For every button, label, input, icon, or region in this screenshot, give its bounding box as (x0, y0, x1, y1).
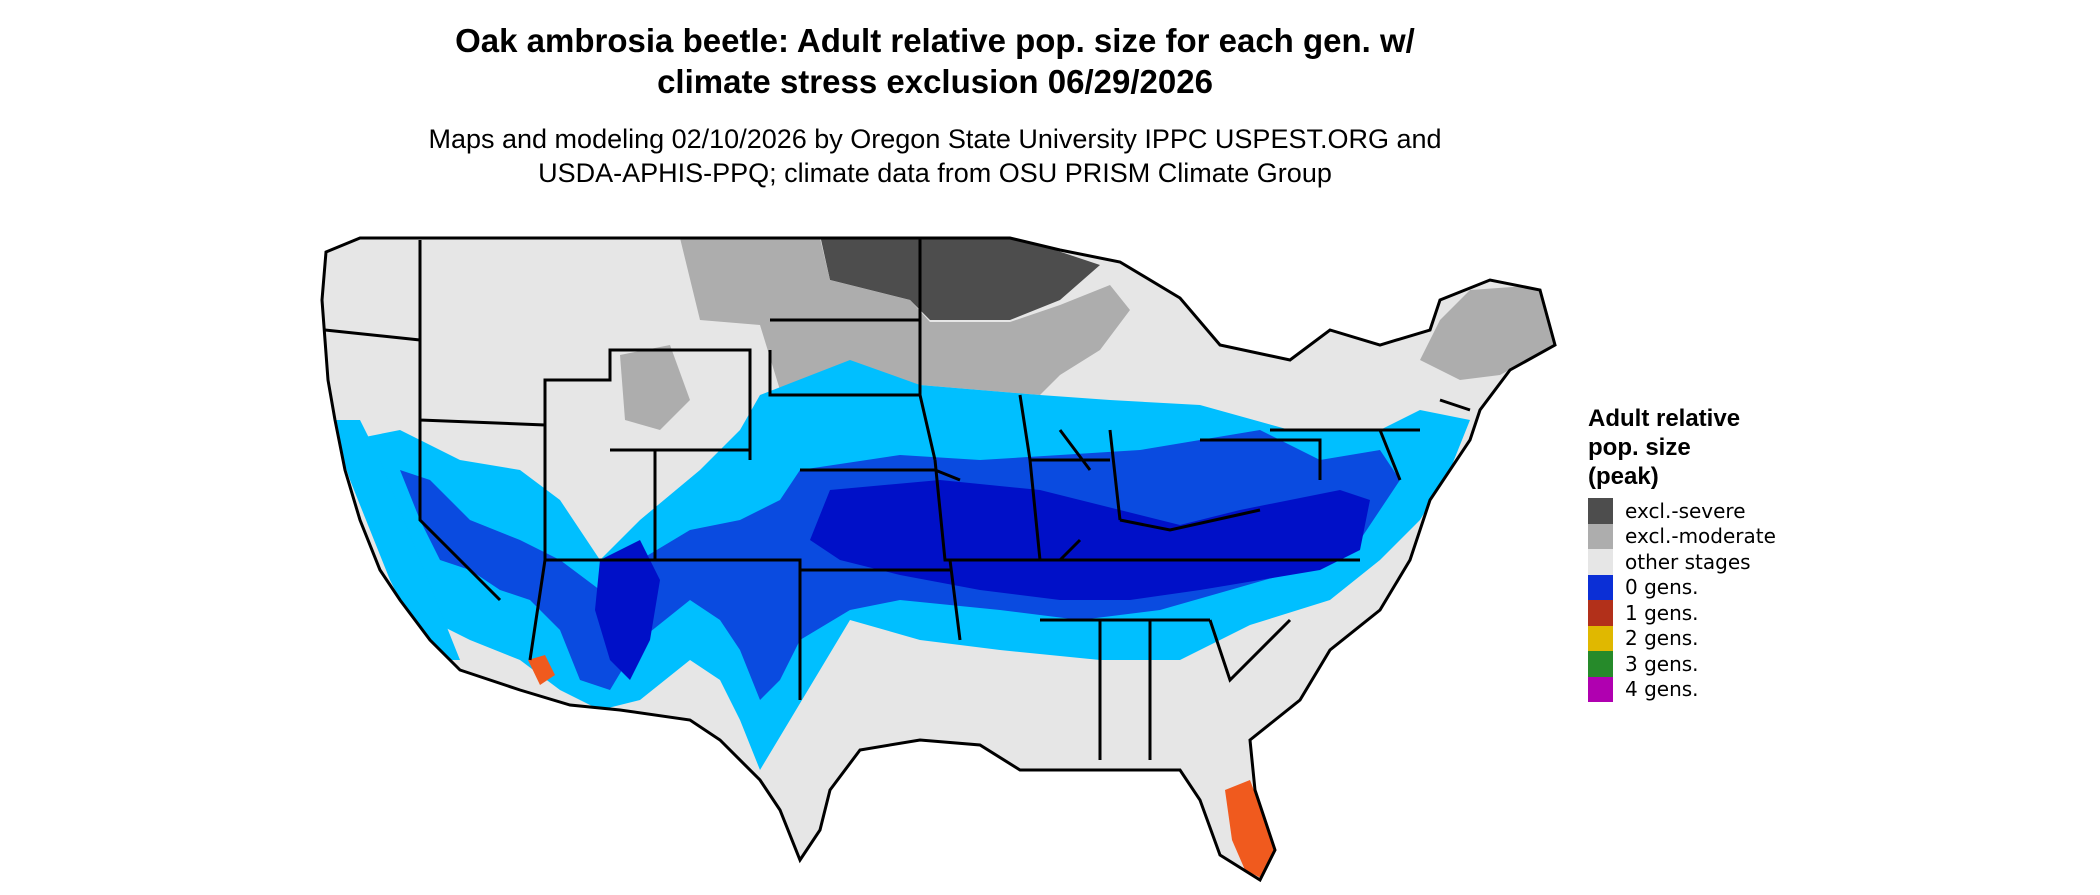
map-subtitle-line-2: USDA-APHIS-PPQ; climate data from OSU PR… (538, 158, 1332, 188)
map-title-line-1: Oak ambrosia beetle: Adult relative pop.… (455, 22, 1415, 59)
legend-item: 2 gens. (1588, 625, 1776, 651)
region-1-gen-florida (1225, 780, 1275, 880)
legend-item: other stages (1588, 549, 1776, 575)
legend-title-line-2: pop. size (1588, 434, 1691, 461)
legend-label: 3 gens. (1625, 651, 1699, 676)
region-dark-blue-southwest (595, 540, 660, 680)
border-lines-west (324, 238, 962, 700)
legend-item: 3 gens. (1588, 651, 1776, 677)
legend-label: 2 gens. (1625, 626, 1699, 651)
map-title-line-2: climate stress exclusion 06/29/2026 (657, 63, 1213, 100)
legend-swatch (1588, 498, 1613, 524)
region-1-gen-texas (840, 780, 910, 860)
legend-item: 4 gens. (1588, 676, 1776, 702)
region-excl-moderate-north (680, 238, 1130, 395)
legend-item: 1 gens. (1588, 600, 1776, 626)
legend-label: other stages (1625, 549, 1751, 574)
legend-swatch (1588, 600, 1613, 626)
border-lines-east (933, 394, 1471, 760)
map-fill-layer (322, 238, 1555, 880)
legend-title-line-1: Adult relative (1588, 405, 1741, 432)
legend-swatch (1588, 523, 1613, 549)
map-subtitle: Maps and modeling 02/10/2026 by Oregon S… (0, 122, 1870, 190)
legend-title-line-3: (peak) (1588, 463, 1659, 490)
region-excl-moderate-northeast (1420, 285, 1555, 380)
region-excl-moderate-wyoming (620, 345, 690, 430)
region-1-gen-arizona (528, 655, 555, 685)
legend-label: 0 gens. (1625, 575, 1699, 600)
legend-item: excl.-moderate (1588, 523, 1776, 549)
state-borders (320, 236, 1557, 883)
map-title: Oak ambrosia beetle: Adult relative pop.… (0, 20, 1870, 102)
legend-label: excl.-severe (1625, 498, 1746, 523)
legend-label: excl.-moderate (1625, 524, 1776, 549)
region-excl-severe (820, 238, 1100, 320)
legend-swatch (1588, 625, 1613, 651)
legend-item: excl.-severe (1588, 498, 1776, 524)
legend-items: excl.-severe excl.-moderate other stages 0 … (1588, 498, 1776, 702)
legend-swatch (1588, 549, 1613, 575)
us-map (320, 236, 1557, 883)
legend-swatch (1588, 574, 1613, 600)
legend-label: 4 gens. (1625, 677, 1699, 702)
legend-label: 1 gens. (1625, 600, 1699, 625)
legend-swatch (1588, 651, 1613, 677)
map-legend: Adult relative pop. size (peak) excl.-se… (1588, 404, 1776, 702)
map-subtitle-line-1: Maps and modeling 02/10/2026 by Oregon S… (428, 124, 1442, 154)
us-border-outline (320, 236, 1557, 883)
legend-swatch (1588, 676, 1613, 702)
region-light-blue-west-coast (330, 420, 460, 660)
legend-item: 0 gens. (1588, 574, 1776, 600)
legend-title: Adult relative pop. size (peak) (1588, 404, 1776, 491)
